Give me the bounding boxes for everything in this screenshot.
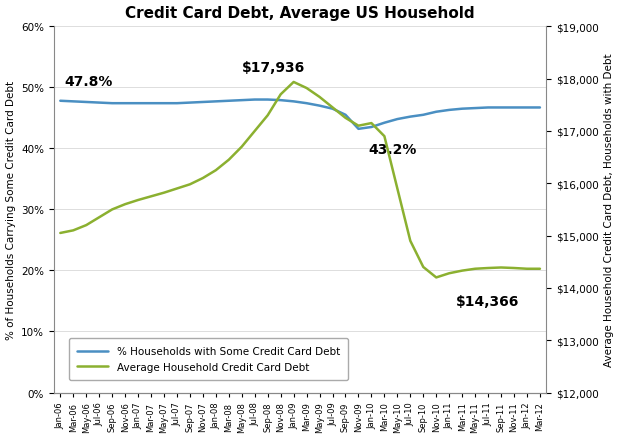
% Households with Some Credit Card Debt [225,99,232,104]
Text: 43.2%: 43.2% [369,143,417,157]
% Households with Some Credit Card Debt [458,107,466,112]
Average Household Credit Card Debt [355,124,362,129]
Average Household Credit Card Debt [497,265,505,271]
Average Household Credit Card Debt [394,187,401,192]
Average Household Credit Card Debt [368,121,375,127]
% Households with Some Credit Card Debt [433,110,440,115]
Average Household Credit Card Debt [329,106,336,111]
Title: Credit Card Debt, Average US Household: Credit Card Debt, Average US Household [125,6,475,21]
% Households with Some Credit Card Debt [277,98,285,103]
Average Household Credit Card Debt [264,113,272,119]
% Households with Some Credit Card Debt [122,101,129,106]
% Households with Some Credit Card Debt [471,106,479,111]
% Households with Some Credit Card Debt [497,106,505,111]
Average Household Credit Card Debt [212,168,219,173]
% Households with Some Credit Card Debt [56,99,64,104]
Average Household Credit Card Debt [56,231,64,236]
% Households with Some Credit Card Debt [523,106,531,111]
Line: Average Household Credit Card Debt: Average Household Credit Card Debt [60,83,540,278]
% Households with Some Credit Card Debt [251,98,259,103]
% Households with Some Credit Card Debt [264,98,272,103]
Legend: % Households with Some Credit Card Debt, Average Household Credit Card Debt: % Households with Some Credit Card Debt,… [69,339,348,380]
% Households with Some Credit Card Debt [381,121,388,126]
Average Household Credit Card Debt [161,191,168,196]
Text: 47.8%: 47.8% [64,75,113,89]
Average Household Credit Card Debt [407,239,414,244]
% Households with Some Credit Card Debt [342,113,349,118]
% Households with Some Credit Card Debt [173,101,180,106]
% Households with Some Credit Card Debt [135,101,142,106]
Average Household Credit Card Debt [82,223,90,228]
% Households with Some Credit Card Debt [290,99,298,105]
Average Household Credit Card Debt [69,228,77,233]
% Households with Some Credit Card Debt [329,107,336,112]
% Households with Some Credit Card Debt [212,99,219,105]
% Households with Some Credit Card Debt [69,99,77,105]
% Households with Some Credit Card Debt [316,104,323,109]
Average Household Credit Card Debt [225,158,232,163]
Average Household Credit Card Debt [446,271,453,276]
Average Household Credit Card Debt [510,266,518,271]
Average Household Credit Card Debt [108,207,116,212]
Average Household Credit Card Debt [342,116,349,121]
Average Household Credit Card Debt [316,95,323,100]
Average Household Credit Card Debt [458,268,466,274]
Average Household Credit Card Debt [277,92,285,98]
% Households with Some Credit Card Debt [161,101,168,106]
Average Household Credit Card Debt [251,129,259,134]
% Households with Some Credit Card Debt [355,127,362,132]
Average Household Credit Card Debt [135,198,142,203]
Line: % Households with Some Credit Card Debt: % Households with Some Credit Card Debt [60,100,540,130]
% Households with Some Credit Card Debt [420,113,427,118]
Average Household Credit Card Debt [484,266,492,271]
% Households with Some Credit Card Debt [82,100,90,106]
% Households with Some Credit Card Debt [446,108,453,113]
Average Household Credit Card Debt [433,275,440,280]
Average Household Credit Card Debt [303,86,311,92]
% Households with Some Credit Card Debt [238,98,246,103]
Average Household Credit Card Debt [95,215,103,220]
Average Household Credit Card Debt [238,145,246,150]
Average Household Credit Card Debt [420,265,427,270]
Average Household Credit Card Debt [186,182,193,187]
% Households with Some Credit Card Debt [95,101,103,106]
Average Household Credit Card Debt [381,134,388,139]
Average Household Credit Card Debt [290,80,298,85]
% Households with Some Credit Card Debt [199,100,206,106]
% Households with Some Credit Card Debt [394,117,401,122]
% Households with Some Credit Card Debt [484,106,492,111]
% Households with Some Credit Card Debt [368,125,375,131]
Average Household Credit Card Debt [173,187,180,192]
Y-axis label: Average Household Credit Card Debt, Households with Debt: Average Household Credit Card Debt, Hous… [604,53,614,366]
% Households with Some Credit Card Debt [186,101,193,106]
Average Household Credit Card Debt [122,202,129,207]
Average Household Credit Card Debt [471,266,479,272]
Text: $14,366: $14,366 [456,295,519,309]
% Households with Some Credit Card Debt [536,106,544,111]
% Households with Some Credit Card Debt [108,101,116,106]
% Households with Some Credit Card Debt [407,115,414,120]
% Households with Some Credit Card Debt [303,101,311,106]
Average Household Credit Card Debt [536,266,544,272]
Average Household Credit Card Debt [523,266,531,272]
Y-axis label: % of Households Carrying Some Credit Card Debt: % of Households Carrying Some Credit Car… [6,81,16,339]
Average Household Credit Card Debt [199,176,206,181]
% Households with Some Credit Card Debt [510,106,518,111]
% Households with Some Credit Card Debt [148,101,155,106]
Average Household Credit Card Debt [148,194,155,199]
Text: $17,936: $17,936 [242,61,305,75]
